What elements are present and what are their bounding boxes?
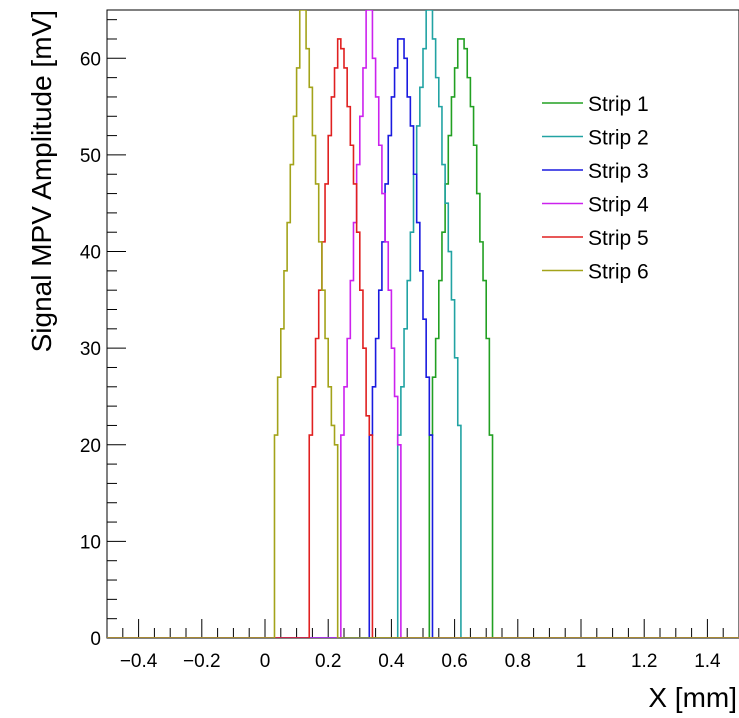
series-line-strip-1: [107, 38, 739, 638]
y-tick-label: 0: [90, 629, 101, 650]
x-tick-label: −0.2: [183, 651, 221, 672]
series-line-strip-3: [107, 38, 739, 638]
y-tick-labels: 0 10 20 30 40 50 60: [80, 49, 101, 650]
x-tick-label: 0.8: [505, 651, 531, 672]
y-axis-title: Signal MPV Amplitude [mV]: [26, 10, 57, 352]
series-line-strip-2: [107, 10, 739, 638]
plot-frame: [106, 9, 739, 639]
major-ticks: [107, 57, 708, 639]
x-tick-label: 1.4: [694, 651, 721, 672]
x-tick-label: 0.6: [441, 651, 467, 672]
y-tick-label: 30: [80, 339, 101, 360]
x-tick-labels: −0.4 −0.2 0 0.2 0.4 0.6 0.8 1 1.2 1.4: [120, 651, 721, 672]
y-tick-label: 20: [80, 436, 101, 457]
y-tick-label: 50: [80, 146, 101, 167]
series-line-strip-4: [107, 10, 739, 638]
legend-label-strip-4: Strip 4: [588, 194, 649, 217]
legend-label-strip-2: Strip 2: [588, 127, 649, 150]
y-tick-label: 10: [80, 532, 101, 553]
minor-ticks: [107, 19, 724, 638]
y-tick-label: 60: [80, 49, 101, 70]
x-tick-label: −0.4: [120, 651, 158, 672]
x-tick-label: 1: [576, 651, 587, 672]
legend-label-strip-5: Strip 5: [588, 227, 649, 250]
legend-label-strip-6: Strip 6: [588, 261, 649, 284]
series-line-strip-6: [107, 10, 739, 638]
legend: Strip 1 Strip 2 Strip 3 Strip 4 Strip 5 Strip…: [542, 93, 649, 284]
x-tick-label: 0.4: [378, 651, 405, 672]
x-tick-label: 0.2: [315, 651, 341, 672]
legend-label-strip-1: Strip 1: [588, 93, 649, 116]
x-tick-label: 1.2: [631, 651, 657, 672]
series-layer: [107, 10, 739, 638]
x-axis-title: X [mm]: [648, 682, 737, 713]
y-tick-label: 40: [80, 243, 101, 264]
x-tick-label: 0: [260, 651, 271, 672]
series-line-strip-5: [107, 38, 739, 638]
legend-label-strip-3: Strip 3: [588, 160, 649, 183]
